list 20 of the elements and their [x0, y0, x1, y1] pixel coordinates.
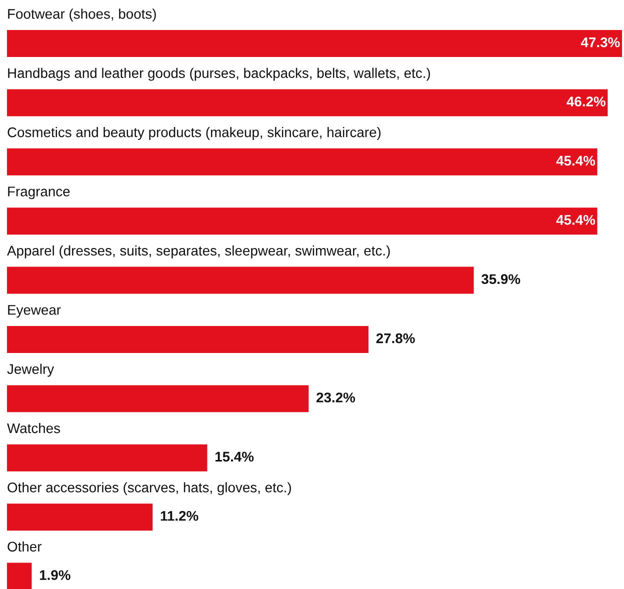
y-tick-label: Fragrance [8, 186, 70, 200]
y-tick-label: Handbags and leather goods (purses, backpacks, belts, wallets, etc.) [8, 68, 430, 81]
data-label: 23.2% [316, 392, 356, 402]
y-tick-label: Other accessories (scarves, hats, gloves, etc.) [8, 482, 291, 496]
y-tick-label: Watches [7, 422, 60, 434]
y-tick-label: Jewelry [7, 364, 54, 377]
y-tick-label: Footwear (shoes, boots) [8, 8, 156, 22]
data-label: 27.8% [376, 333, 415, 344]
y-tick-label: Cosmetics and beauty products (makeup, skincare, haircare) [8, 127, 381, 140]
data-label: 1.9% [40, 570, 70, 580]
data-label: 45.4% [556, 156, 596, 166]
data-label: 15.4% [215, 452, 254, 462]
data-label: 47.3% [580, 37, 620, 48]
data-label: 35.9% [481, 274, 520, 284]
y-tick-label: Eyewear [8, 305, 61, 318]
data-label: 11.2% [160, 510, 198, 521]
y-tick-label: Other [8, 541, 42, 552]
data-label: 46.2% [566, 96, 606, 106]
y-tick-label: Apparel (dresses, suits, separates, sleepwear, swimwear, etc.) [7, 245, 390, 258]
data-label: 45.4% [556, 215, 596, 225]
